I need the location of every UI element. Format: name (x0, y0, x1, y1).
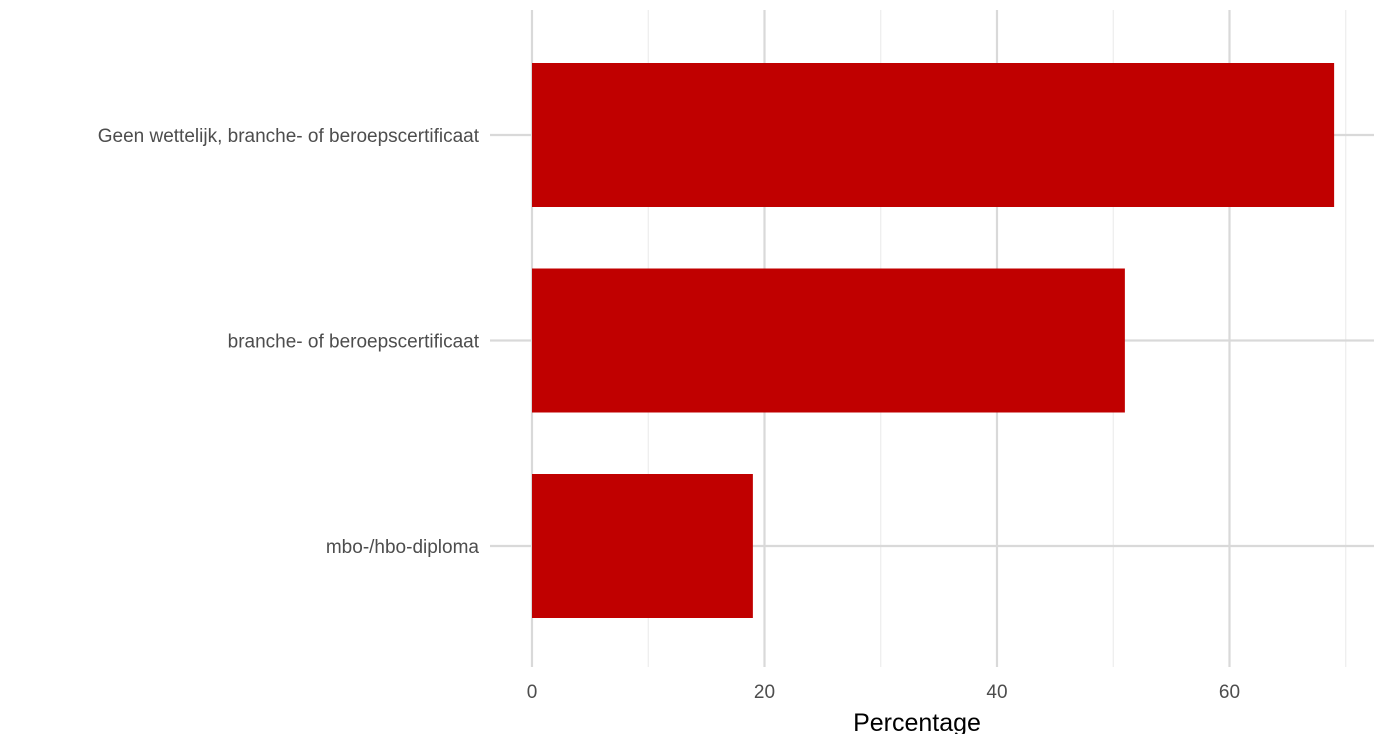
bars (532, 63, 1335, 618)
bar (532, 63, 1335, 207)
y-tick-label: branche- of beroepscertificaat (228, 332, 480, 353)
x-tick-label: 40 (986, 682, 1007, 703)
x-tick-label: 60 (1219, 682, 1240, 703)
bar (532, 268, 1125, 413)
x-tick-label: 0 (527, 682, 538, 703)
y-tick-label: mbo-/hbo-diploma (326, 537, 480, 558)
y-axis-tick-labels: Geen wettelijk, branche- of beroepscerti… (98, 126, 480, 558)
x-axis-title: Percentage (853, 709, 981, 734)
x-tick-label: 20 (754, 682, 775, 703)
x-axis-tick-labels: 0 20 40 60 (527, 682, 1240, 703)
bar (532, 474, 753, 618)
y-tick-label: Geen wettelijk, branche- of beroepscerti… (98, 126, 480, 147)
